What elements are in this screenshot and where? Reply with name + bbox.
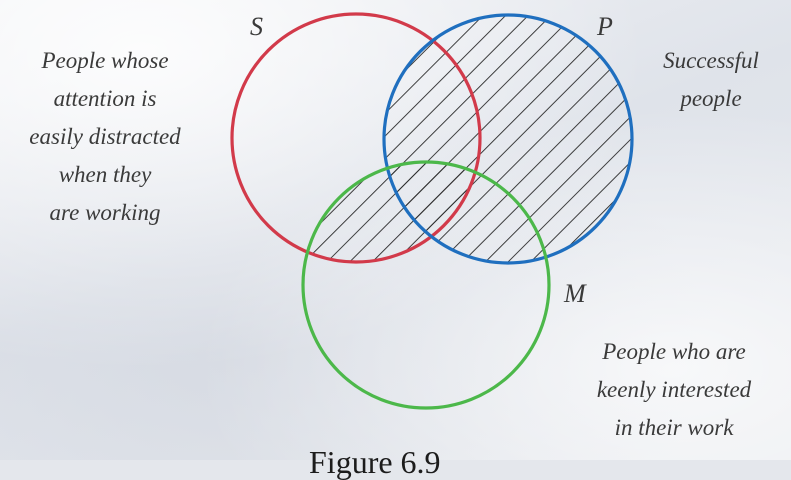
description-s-line-4: when they	[58, 162, 152, 187]
venn-diagram	[230, 12, 634, 410]
set-label-p: P	[597, 12, 613, 41]
description-s-line-1: People whose	[41, 48, 169, 73]
figure-caption: Figure 6.9	[309, 444, 441, 480]
description-p-line-2: people	[680, 86, 742, 111]
description-m-line-3: in their work	[614, 415, 734, 440]
description-s-line-5: are working	[49, 200, 161, 225]
description-s-line-3: easily distracted	[29, 124, 181, 149]
shaded-region-s-and-m	[303, 162, 480, 262]
description-m: People who are keenly interested in thei…	[572, 333, 776, 447]
description-s: People whose attention is easily distrac…	[0, 42, 210, 232]
circle-m	[301, 160, 551, 410]
set-label-m: M	[564, 279, 586, 308]
description-s-line-2: attention is	[53, 86, 157, 111]
circle-p	[382, 13, 634, 265]
description-m-line-1: People who are	[602, 339, 746, 364]
description-p: Successful people	[636, 42, 786, 118]
set-label-s: S	[250, 12, 263, 41]
description-m-line-2: keenly interested	[596, 377, 752, 402]
description-p-line-1: Successful	[663, 48, 759, 73]
circle-s	[230, 12, 482, 264]
